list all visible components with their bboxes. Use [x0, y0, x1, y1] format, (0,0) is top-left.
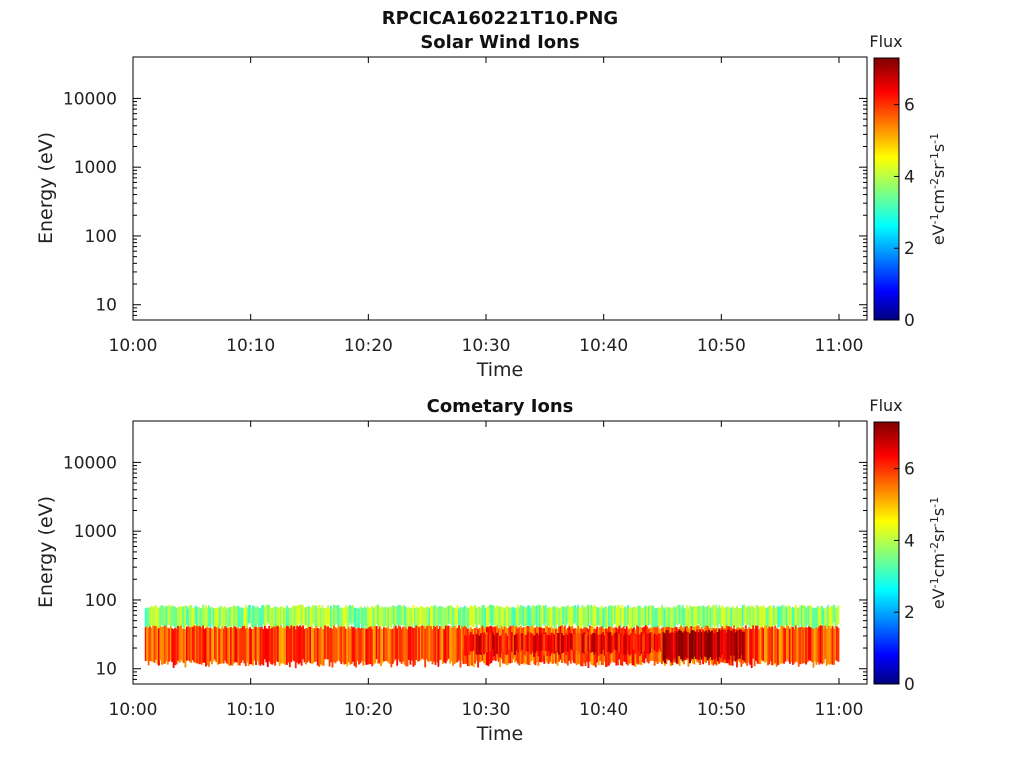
panel-solar-wind-ions: Solar Wind Ions 10:00 10:10 10:20 10:30 10:4… — [35, 32, 948, 381]
y-tick-label: 100 — [85, 591, 117, 611]
plot-frame — [132, 56, 868, 321]
x-tick-label: 11:00 — [815, 336, 864, 356]
y-axis: 10 100 1000 10000 — [63, 453, 867, 685]
x-tick-label: 10:00 — [109, 700, 158, 720]
y-tick-label: 10000 — [63, 453, 117, 473]
x-axis: 10:00 10:10 10:20 10:30 10:40 10:50 11:00 — [109, 421, 864, 720]
colorbar-tick-label: 6 — [904, 460, 915, 480]
x-tick-label: 10:10 — [226, 336, 275, 356]
x-tick-label: 10:10 — [226, 700, 275, 720]
y-tick-label: 1000 — [74, 522, 117, 542]
colorbar-tick-label: 0 — [904, 311, 915, 331]
colorbar: Flux 0 2 4 6 eV-1cm-2sr-1s-1 — [869, 396, 948, 695]
y-axis-label: Energy (eV) — [35, 132, 57, 244]
x-tick-label: 10:00 — [109, 336, 158, 356]
colorbar-tick-label: 0 — [904, 675, 915, 695]
colorbar-unit-label: eV-1cm-2sr-1s-1 — [928, 497, 948, 609]
flux-band-0 — [144, 604, 840, 633]
colorbar-scale — [873, 57, 900, 321]
x-tick-label: 10:40 — [579, 700, 628, 720]
colorbar-title: Flux — [869, 32, 902, 51]
colorbar-ticks: 0 2 4 6 — [894, 460, 915, 695]
colorbar-scale — [873, 421, 900, 685]
y-tick-label: 10000 — [63, 89, 117, 109]
plot-frame — [132, 420, 868, 685]
x-tick-label: 10:30 — [462, 336, 511, 356]
colorbar-unit-label: eV-1cm-2sr-1s-1 — [928, 133, 948, 245]
x-tick-label: 10:30 — [462, 700, 511, 720]
colorbar-tick-label: 4 — [904, 167, 915, 187]
colorbar-tick-label: 4 — [904, 531, 915, 551]
y-tick-label: 100 — [85, 227, 117, 247]
x-tick-label: 10:40 — [579, 336, 628, 356]
panel-title: Cometary Ions — [427, 396, 574, 417]
y-axis-label: Energy (eV) — [35, 496, 57, 608]
x-tick-label: 11:00 — [815, 700, 864, 720]
x-tick-label: 10:50 — [697, 336, 746, 356]
colorbar-tick-label: 2 — [904, 239, 915, 259]
flux-band-3 — [662, 629, 746, 664]
heatmap-layer — [144, 604, 840, 669]
y-tick-label: 10 — [95, 296, 117, 316]
panel-title: Solar Wind Ions — [420, 32, 579, 53]
x-axis-label: Time — [476, 723, 524, 745]
panel-cometary-ions: Cometary Ions 10:00 10:10 10:20 10:30 10:40 1… — [35, 396, 948, 745]
x-tick-label: 10:20 — [344, 336, 393, 356]
x-tick-label: 10:20 — [344, 700, 393, 720]
figure-title: RPCICA160221T10.PNG — [382, 8, 618, 29]
y-tick-label: 10 — [95, 660, 117, 680]
y-tick-label: 1000 — [74, 158, 117, 178]
colorbar-tick-label: 2 — [904, 603, 915, 623]
colorbar-tick-label: 6 — [904, 96, 915, 116]
colorbar: Flux 0 2 4 6 eV-1cm-2sr-1s-1 — [869, 32, 948, 331]
colorbar-title: Flux — [869, 396, 902, 415]
x-tick-label: 10:50 — [697, 700, 746, 720]
x-axis-label: Time — [476, 359, 524, 381]
x-axis: 10:00 10:10 10:20 10:30 10:40 10:50 11:00 — [109, 57, 864, 356]
y-axis: 10 100 1000 10000 — [63, 89, 867, 321]
colorbar-ticks: 0 2 4 6 — [894, 96, 915, 331]
